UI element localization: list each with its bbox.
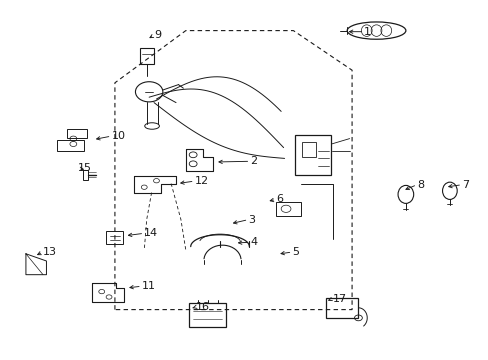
Bar xyxy=(276,202,300,216)
Text: 13: 13 xyxy=(43,247,57,257)
Text: 14: 14 xyxy=(144,228,158,238)
Text: 12: 12 xyxy=(194,176,208,186)
Text: 11: 11 xyxy=(142,281,156,291)
Bar xyxy=(83,170,88,180)
Bar xyxy=(189,303,225,327)
Bar xyxy=(301,142,316,157)
Text: 3: 3 xyxy=(248,215,255,225)
Text: 16: 16 xyxy=(195,302,209,312)
Bar xyxy=(67,129,86,138)
Text: 4: 4 xyxy=(250,237,257,247)
Bar xyxy=(58,140,84,151)
Text: 6: 6 xyxy=(276,194,283,204)
Text: 10: 10 xyxy=(111,131,125,141)
Text: 1: 1 xyxy=(364,27,370,37)
Bar xyxy=(106,231,123,244)
Bar xyxy=(294,135,331,175)
Text: 7: 7 xyxy=(461,180,468,190)
Bar xyxy=(140,48,153,64)
Text: 8: 8 xyxy=(416,180,424,190)
Text: 2: 2 xyxy=(250,156,257,166)
Bar xyxy=(326,298,357,318)
Text: 15: 15 xyxy=(78,163,92,174)
Text: 9: 9 xyxy=(154,30,161,40)
Text: 5: 5 xyxy=(292,247,299,257)
Text: 17: 17 xyxy=(332,294,346,304)
